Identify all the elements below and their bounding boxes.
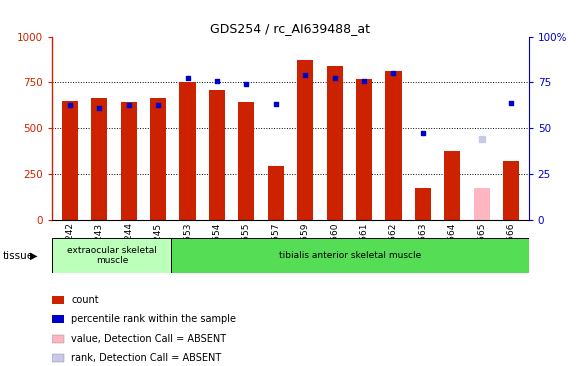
Text: ▶: ▶ (30, 251, 38, 261)
Bar (297, 60, 313, 220)
Text: extraocular skeletal
muscle: extraocular skeletal muscle (67, 246, 157, 265)
Bar (52, 315, 63, 323)
Bar (62, 101, 78, 220)
Bar (385, 71, 401, 220)
Point (418, 130, 428, 135)
Bar (238, 102, 254, 220)
Bar (180, 82, 196, 220)
Bar (356, 79, 372, 220)
Bar (171, 238, 529, 273)
Point (300, 72, 310, 78)
Bar (52, 238, 171, 273)
Point (242, 81, 251, 87)
Text: rank, Detection Call = ABSENT: rank, Detection Call = ABSENT (71, 353, 221, 363)
Bar (52, 335, 63, 343)
Point (95, 105, 104, 111)
Text: count: count (71, 295, 99, 305)
Bar (444, 151, 460, 220)
Point (183, 75, 192, 81)
Text: value, Detection Call = ABSENT: value, Detection Call = ABSENT (71, 334, 227, 344)
Bar (474, 187, 490, 220)
Bar (52, 354, 63, 362)
Point (477, 136, 486, 142)
Point (65, 102, 74, 108)
Bar (121, 101, 137, 220)
Text: tibialis anterior skeletal muscle: tibialis anterior skeletal muscle (279, 251, 421, 260)
Bar (150, 98, 166, 220)
Bar (268, 165, 284, 220)
Point (124, 102, 134, 108)
Point (212, 78, 221, 83)
Point (330, 75, 339, 81)
Point (389, 70, 398, 76)
Bar (91, 98, 107, 220)
Bar (327, 66, 343, 220)
Bar (52, 296, 63, 304)
Bar (503, 161, 519, 220)
Point (360, 78, 369, 83)
Point (507, 100, 516, 106)
Point (271, 101, 281, 107)
Bar (209, 90, 225, 220)
Bar (415, 187, 431, 220)
Point (153, 102, 163, 108)
Title: GDS254 / rc_AI639488_at: GDS254 / rc_AI639488_at (210, 22, 371, 36)
Text: percentile rank within the sample: percentile rank within the sample (71, 314, 236, 324)
Text: tissue: tissue (3, 251, 34, 261)
